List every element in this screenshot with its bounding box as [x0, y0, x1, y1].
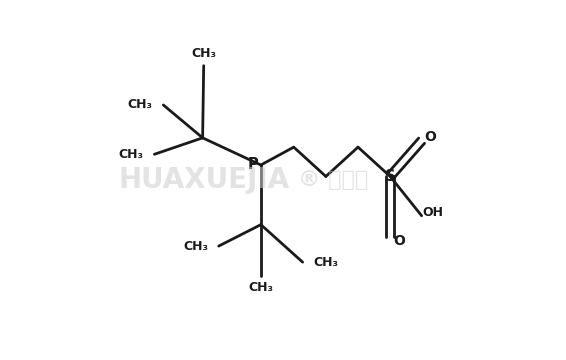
Text: CH₃: CH₃ [127, 99, 153, 112]
Text: O: O [424, 130, 436, 144]
Text: O: O [393, 234, 405, 248]
Text: CH₃: CH₃ [119, 148, 144, 161]
Text: CH₃: CH₃ [183, 240, 208, 253]
Text: CH₃: CH₃ [314, 256, 338, 269]
Text: CH₃: CH₃ [248, 281, 273, 294]
Text: HUAXUEJIA: HUAXUEJIA [119, 166, 290, 194]
Text: P: P [247, 157, 258, 172]
Text: S: S [385, 169, 396, 184]
Text: OH: OH [423, 206, 444, 219]
Text: CH₃: CH₃ [191, 47, 216, 60]
Text: ® 化学加: ® 化学加 [298, 170, 368, 190]
